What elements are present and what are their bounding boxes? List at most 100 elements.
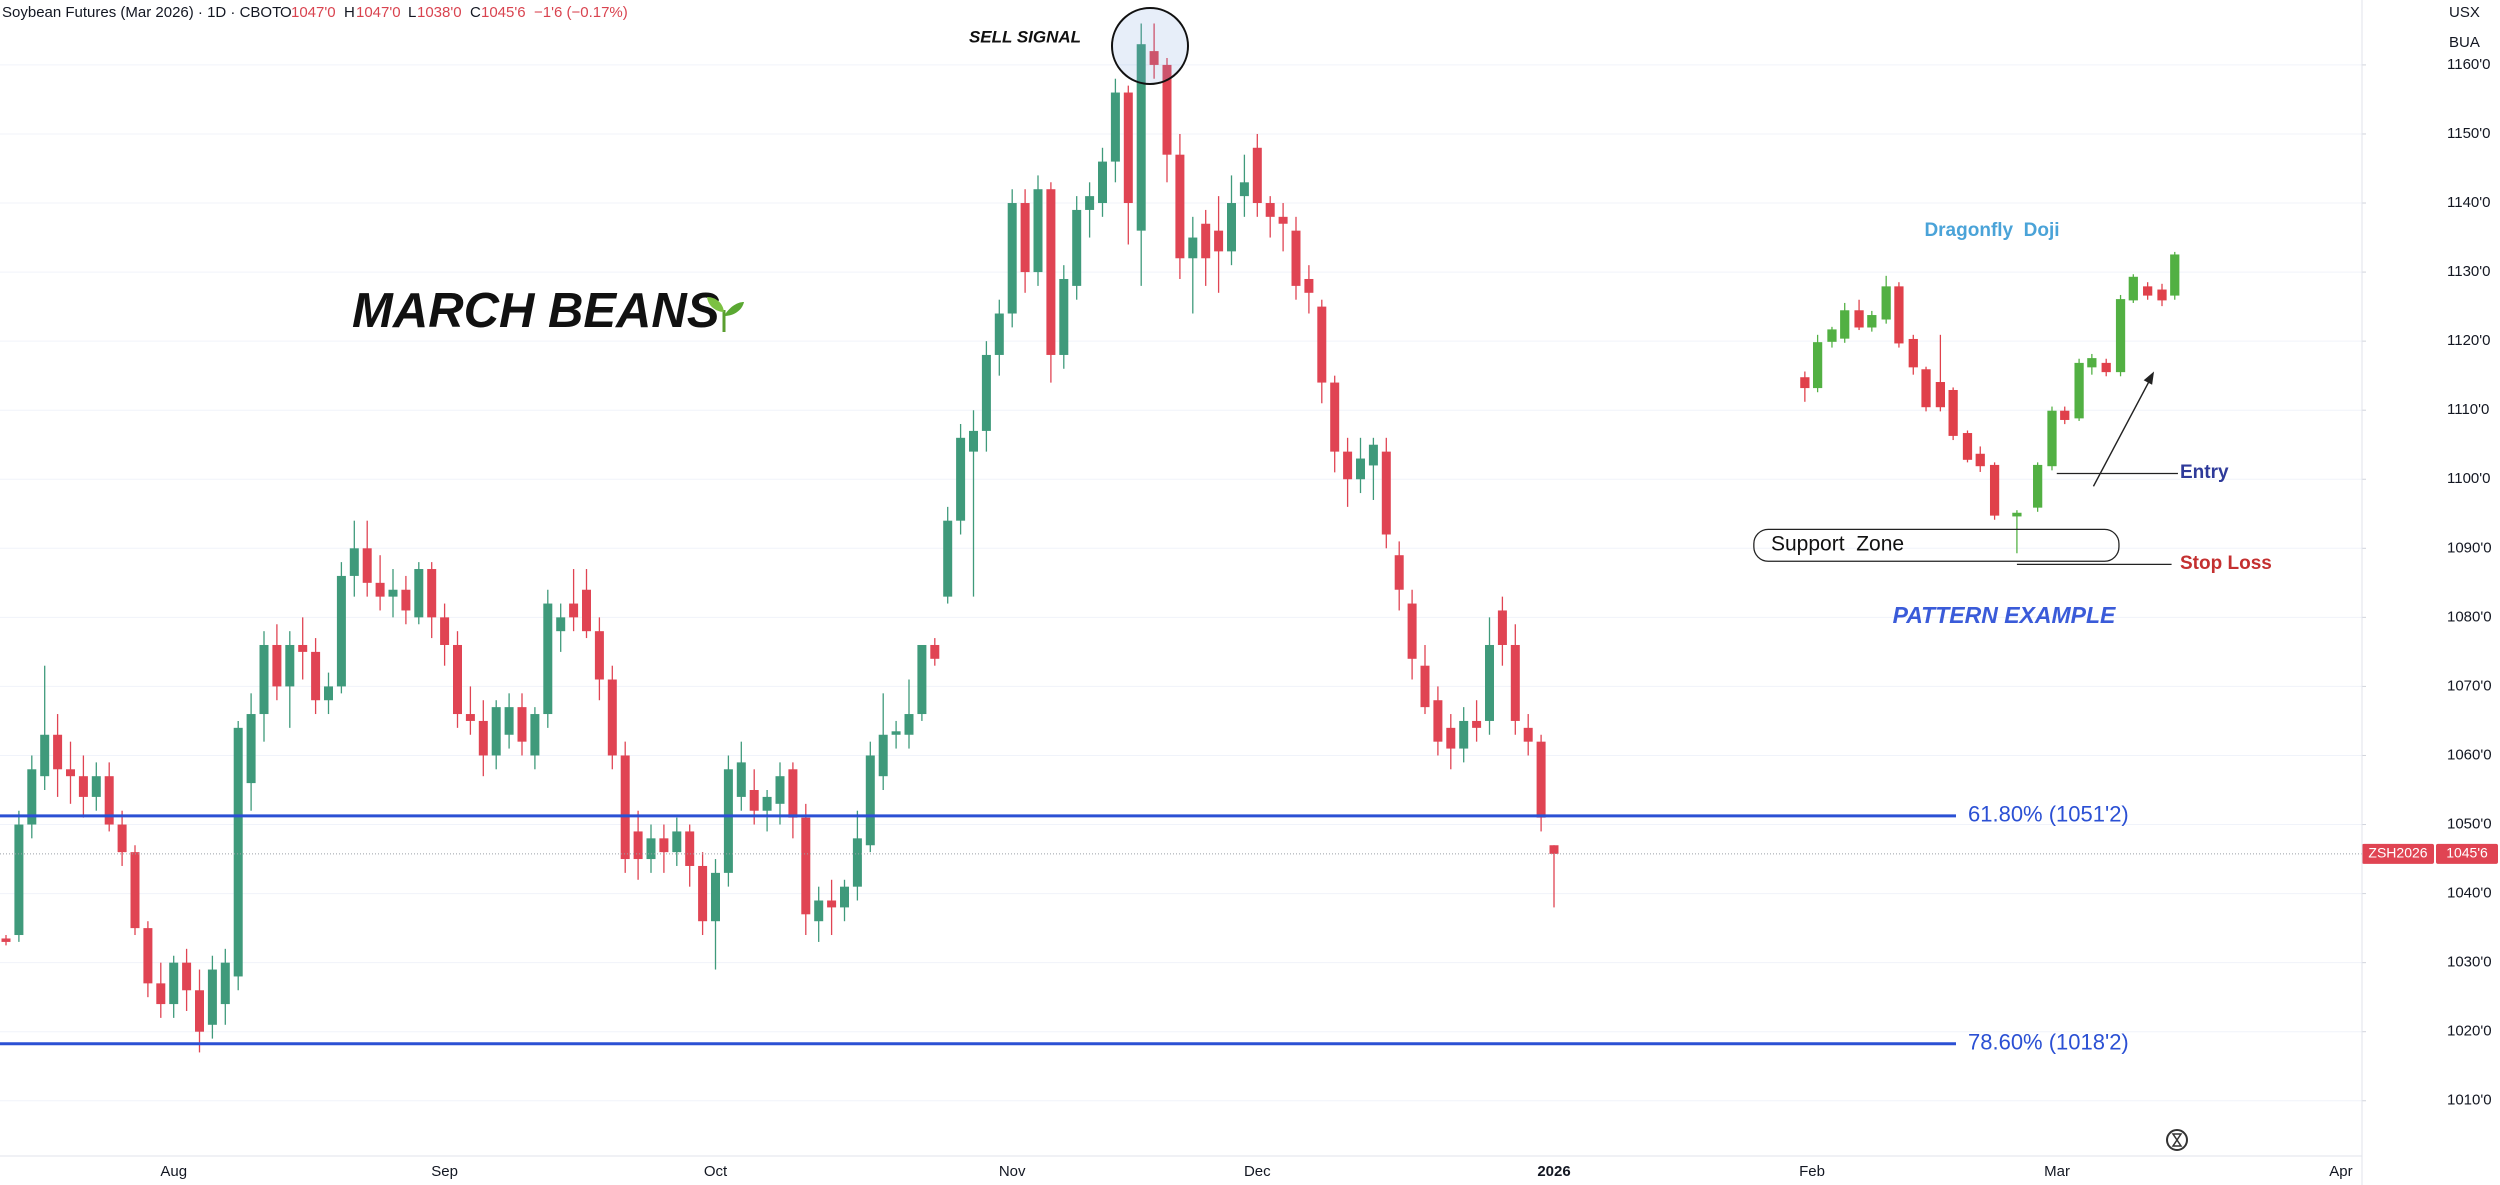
clock-icon <box>2166 1129 2188 1151</box>
candle-body <box>1123 92 1133 204</box>
candle-body <box>1252 147 1262 204</box>
candle-body <box>685 831 695 866</box>
candle-body <box>27 769 37 825</box>
candle-body <box>1291 230 1301 286</box>
candle-body <box>801 817 811 915</box>
candle-body <box>453 644 462 715</box>
candle-body <box>1239 182 1249 197</box>
candle-body <box>943 520 953 597</box>
candle-body <box>582 589 591 632</box>
candle-body <box>775 776 785 804</box>
y-tick-label: 1090'0 <box>2447 539 2492 556</box>
x-tick-label: Dec <box>1244 1163 1271 1180</box>
over-layer: 1010'0 1020'0 1030'0 1040'0 1050'0 1060'0 1070… <box>0 56 2498 1180</box>
currency-label: USX <box>2449 4 2480 21</box>
candle-body <box>104 776 114 825</box>
candle-body <box>788 769 798 818</box>
x-tick-label: Feb <box>1799 1163 1825 1180</box>
header-field-label: O <box>280 4 292 21</box>
y-tick-label: 1050'0 <box>2447 815 2492 832</box>
candle-body <box>259 644 269 715</box>
candle-body <box>1356 458 1365 480</box>
candle-body <box>272 644 282 687</box>
stop-loss-label: Stop Loss <box>2180 553 2272 574</box>
candle-body <box>1472 720 1482 728</box>
candle-body <box>1 938 11 942</box>
candle-body <box>182 962 192 991</box>
header-field-label: H <box>344 4 355 21</box>
candle-body <box>762 796 772 811</box>
y-tick-label: 1140'0 <box>2447 194 2490 211</box>
support-zone-label: Support Zone <box>1771 533 1904 556</box>
candle-body <box>1265 203 1275 217</box>
pattern-example <box>1753 251 2180 566</box>
candle-body <box>427 569 437 618</box>
candle-body <box>388 589 398 597</box>
entry-label: Entry <box>2180 462 2229 483</box>
candle-body <box>917 644 927 715</box>
last-price-symbol: ZSH2026 <box>2368 845 2427 861</box>
candle-body <box>620 755 630 860</box>
x-tick-label: Apr <box>2329 1163 2352 1180</box>
header-field-value: 1045'6 <box>481 4 526 21</box>
candle-body <box>233 727 243 977</box>
y-tick-label: 1160'0 <box>2447 56 2490 73</box>
candle-body <box>1459 720 1469 749</box>
candle-body <box>659 838 669 853</box>
candle-body <box>1368 444 1378 466</box>
candle-body <box>1162 64 1172 155</box>
y-tick-label: 1040'0 <box>2447 885 2492 902</box>
candle-body <box>672 831 682 853</box>
candle-body <box>633 831 643 860</box>
arrow-head <box>2143 371 2155 385</box>
candle-body <box>646 838 656 860</box>
x-tick-label: Nov <box>999 1163 1026 1180</box>
candle-body <box>1201 223 1211 259</box>
candle-body <box>1433 700 1443 742</box>
candle-body <box>891 731 901 735</box>
candle-body <box>440 617 450 645</box>
header-field-label: L <box>408 4 416 21</box>
candle-body <box>14 824 24 936</box>
candle-body <box>530 714 540 756</box>
candle-body <box>1446 727 1456 749</box>
y-tick-label: 1130'0 <box>2447 263 2490 280</box>
candle-body <box>1394 555 1404 590</box>
candle-body <box>169 962 179 1005</box>
candle-body <box>556 617 566 632</box>
header-field-value: 1047'0 <box>291 4 336 21</box>
candle-body <box>1330 382 1340 452</box>
candle-body <box>465 714 475 721</box>
header-field-value: 1047'0 <box>356 4 401 21</box>
candle-body <box>66 769 75 777</box>
candle-body <box>401 589 411 611</box>
y-tick-label: 1100'0 <box>2447 470 2490 487</box>
candle-body <box>491 707 501 756</box>
candle-body <box>53 734 63 770</box>
candle-body <box>711 872 720 922</box>
candle-body <box>285 644 295 687</box>
candle-body <box>1007 203 1017 314</box>
candle-body <box>1497 610 1507 645</box>
candle-body <box>1304 278 1314 293</box>
last-price-tag <box>2436 843 2498 864</box>
candle-body <box>1033 189 1043 273</box>
candle-body <box>130 852 140 929</box>
fib-level-label: 61.80% (1051'2) <box>1968 802 2129 827</box>
candle-body <box>1317 306 1327 383</box>
candle-body <box>749 790 759 811</box>
candle-body <box>827 900 837 908</box>
candle-body <box>930 644 940 659</box>
sprout-icon <box>707 297 744 332</box>
candle-body <box>1381 451 1391 535</box>
candle-body <box>1214 230 1224 252</box>
candle-body <box>117 824 127 853</box>
y-tick-label: 1070'0 <box>2447 677 2492 694</box>
last-price-symbol-tag <box>2362 843 2434 864</box>
y-tick-label: 1110'0 <box>2447 401 2489 418</box>
candle-body <box>1523 727 1533 742</box>
candle-body <box>840 886 849 908</box>
candle-layer <box>1 23 1559 1053</box>
candle-body <box>1549 845 1559 854</box>
